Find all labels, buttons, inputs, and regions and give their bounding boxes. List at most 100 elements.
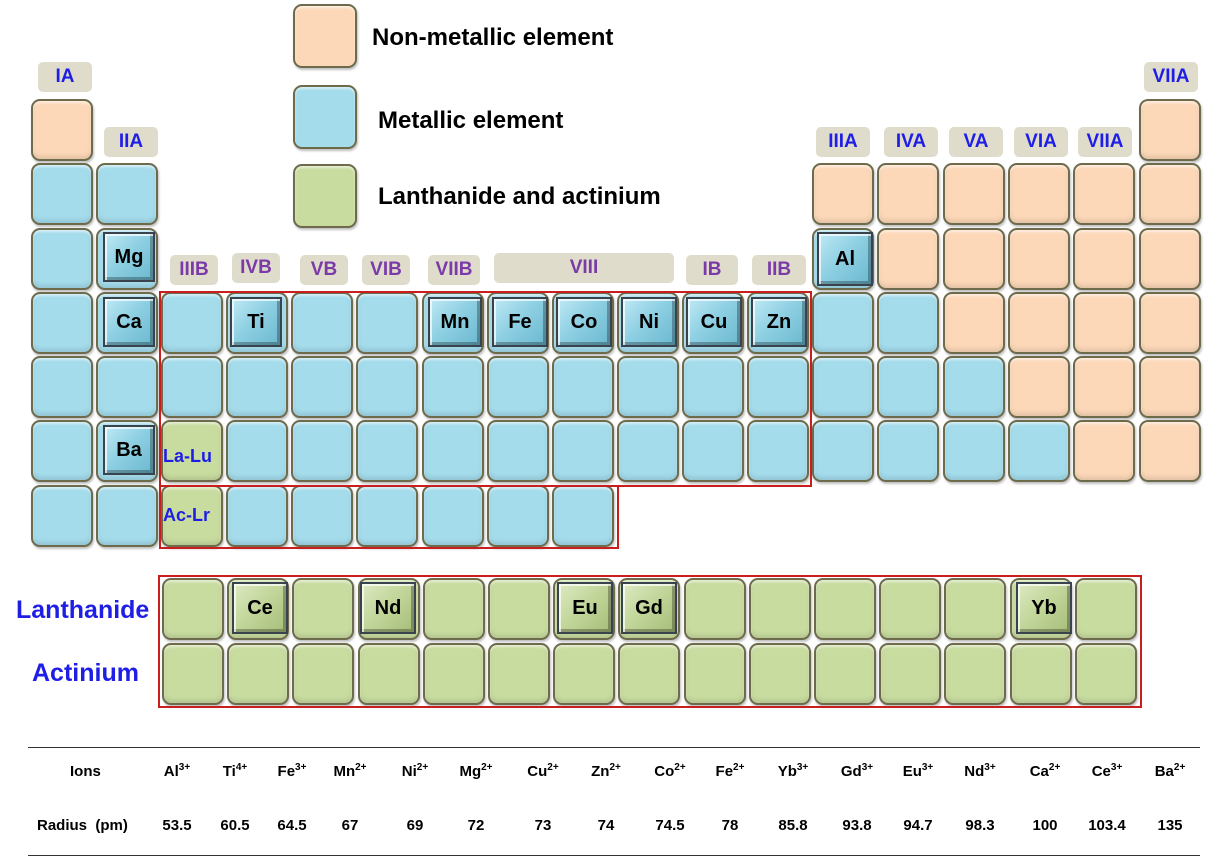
f-block-cell [748, 643, 811, 705]
element-Ce: Ce [232, 582, 288, 634]
legend-label-nonmetal: Non-metallic element [372, 24, 614, 51]
f-block-cell [292, 578, 355, 640]
f-block-cell [944, 578, 1007, 640]
element-cell [617, 420, 679, 482]
element-Mg: Mg [103, 232, 155, 282]
ion-element: Zn [591, 763, 610, 780]
lanthanide-placeholder-label: La-Lu [163, 446, 212, 466]
element-cell [161, 356, 223, 418]
ion-charge: 2+ [481, 762, 493, 773]
ion-symbol: Ca2+ [1015, 762, 1075, 780]
ion-radius-value: 60.5 [220, 817, 250, 834]
ion-radius-value: 74.5 [655, 817, 685, 834]
group-label-VIIA: VIIA [1078, 127, 1132, 157]
group-label-VIB: VIB [362, 255, 410, 285]
actinide-placeholder-label: Ac-Lr [163, 505, 211, 525]
f-block-cell [1009, 643, 1072, 705]
element-cell [356, 292, 418, 354]
ion-symbol: Eu3+ [888, 762, 948, 780]
element-cell [1139, 420, 1201, 482]
ion-charge: 2+ [609, 762, 621, 773]
element-cell [877, 228, 939, 290]
ion-element: Ti [222, 763, 236, 780]
element-cell [877, 420, 939, 482]
ion-radius-value: 85.8 [778, 817, 808, 834]
element-Zn: Zn [751, 297, 807, 347]
ion-symbol: Fe3+ [262, 762, 322, 780]
element-cell [291, 420, 353, 482]
ion-radius-value: 78 [721, 817, 739, 834]
ion-symbol: Mn2+ [320, 762, 380, 780]
element-cell [422, 356, 484, 418]
ion-charge: 2+ [1048, 762, 1061, 773]
ion-charge: 4+ [235, 762, 248, 773]
f-block-cell [357, 643, 420, 705]
group-label-VIIIA: VIIA [1144, 62, 1198, 92]
element-cell [812, 356, 874, 418]
element-cell [161, 420, 223, 482]
table-header-ions: Ions [70, 763, 101, 780]
ion-radius-value: 98.3 [965, 817, 995, 834]
ion-element: Ni [401, 763, 417, 780]
ion-radius-value: 72 [467, 817, 485, 834]
element-cell [812, 420, 874, 482]
f-block-cell [292, 643, 355, 705]
ion-symbol: Cu2+ [513, 762, 573, 780]
ion-element: Ca [1029, 763, 1049, 780]
ion-radius-value: 94.7 [903, 817, 933, 834]
transition-metals-highlight-box [159, 291, 812, 487]
element-cell [31, 356, 93, 418]
ion-radius-value: 103.4 [1088, 817, 1126, 834]
element-cell [291, 356, 353, 418]
element-cell [1073, 228, 1135, 290]
element-cell [1008, 356, 1070, 418]
element-cell [31, 99, 93, 161]
f-block-cell [618, 643, 681, 705]
element-cell [422, 485, 484, 547]
element-Mn: Mn [428, 297, 482, 347]
element-cell [943, 228, 1005, 290]
ion-symbol: Mg2+ [446, 762, 506, 780]
f-block-cell [748, 578, 811, 640]
f-block-cell [422, 578, 485, 640]
ion-element: Gd [840, 763, 862, 780]
element-cell [1073, 163, 1135, 225]
group-label-IA: IA [38, 62, 92, 92]
ion-charge: 2+ [1173, 762, 1186, 773]
element-cell [31, 292, 93, 354]
element-Ba: Ba [103, 425, 155, 475]
f-block-cell [683, 643, 746, 705]
actinium-series-label: Actinium [32, 659, 139, 687]
element-Co: Co [556, 297, 612, 347]
element-cell [552, 420, 614, 482]
group-label-IB: IB [686, 255, 738, 285]
ion-charge: 2+ [355, 762, 367, 773]
ion-charge: 3+ [921, 762, 934, 773]
ion-symbol: Co2+ [640, 762, 700, 780]
ion-element: Fe [715, 763, 734, 780]
element-cell [1073, 292, 1135, 354]
element-cell [96, 485, 158, 547]
f-block-cell [944, 643, 1007, 705]
ion-charge: 2+ [416, 762, 429, 773]
element-cell [31, 228, 93, 290]
box-joint-line [617, 485, 812, 487]
element-cell [877, 356, 939, 418]
group-label-VIII: VIII [494, 253, 674, 283]
ion-element: Yb [777, 763, 797, 780]
element-cell [812, 163, 874, 225]
ion-charge: 3+ [984, 762, 996, 773]
ion-symbol: Ni2+ [385, 762, 445, 780]
group-label-IIIA: IIIA [816, 127, 870, 157]
element-Nd: Nd [360, 582, 416, 634]
f-block-cell [683, 578, 746, 640]
legend-label-metal: Metallic element [378, 107, 564, 134]
element-Gd: Gd [621, 582, 677, 634]
element-cell [291, 292, 353, 354]
element-cell [487, 356, 549, 418]
ion-radius-value: 135 [1157, 817, 1183, 834]
element-cell [552, 356, 614, 418]
element-cell [943, 356, 1005, 418]
ion-symbol: Nd3+ [950, 762, 1010, 780]
ion-radius-value: 74 [597, 817, 615, 834]
